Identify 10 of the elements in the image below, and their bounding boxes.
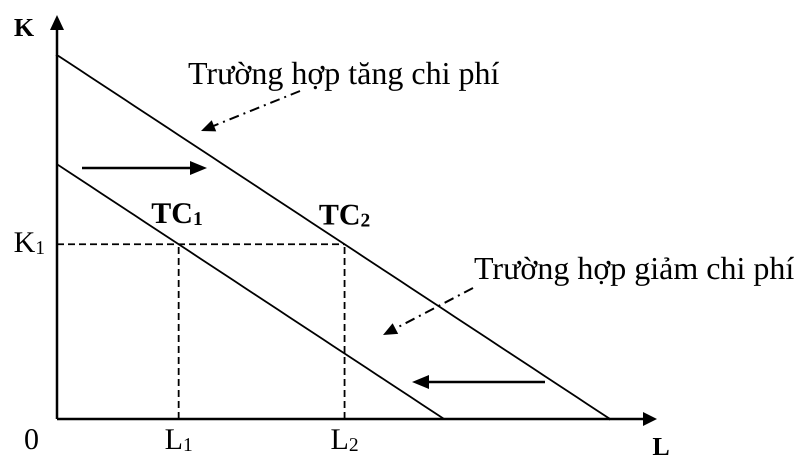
x-axis-title: L xyxy=(652,432,670,459)
text: K$_{1}$ xyxy=(14,226,45,260)
annotation: Trường hợp tăng chi phí xyxy=(188,55,500,91)
series-label: TC$_{2}$ xyxy=(318,198,370,232)
text: 0 xyxy=(24,423,39,456)
annotation: Trường hợp giảm chi phí xyxy=(474,250,794,286)
x-tick-label: L$_{2}$ xyxy=(330,423,359,456)
x-tick-label: L$_{1}$ xyxy=(164,423,193,456)
y-axis-title: K xyxy=(14,13,35,42)
legend-label: TC$_{1}$ xyxy=(151,197,203,231)
